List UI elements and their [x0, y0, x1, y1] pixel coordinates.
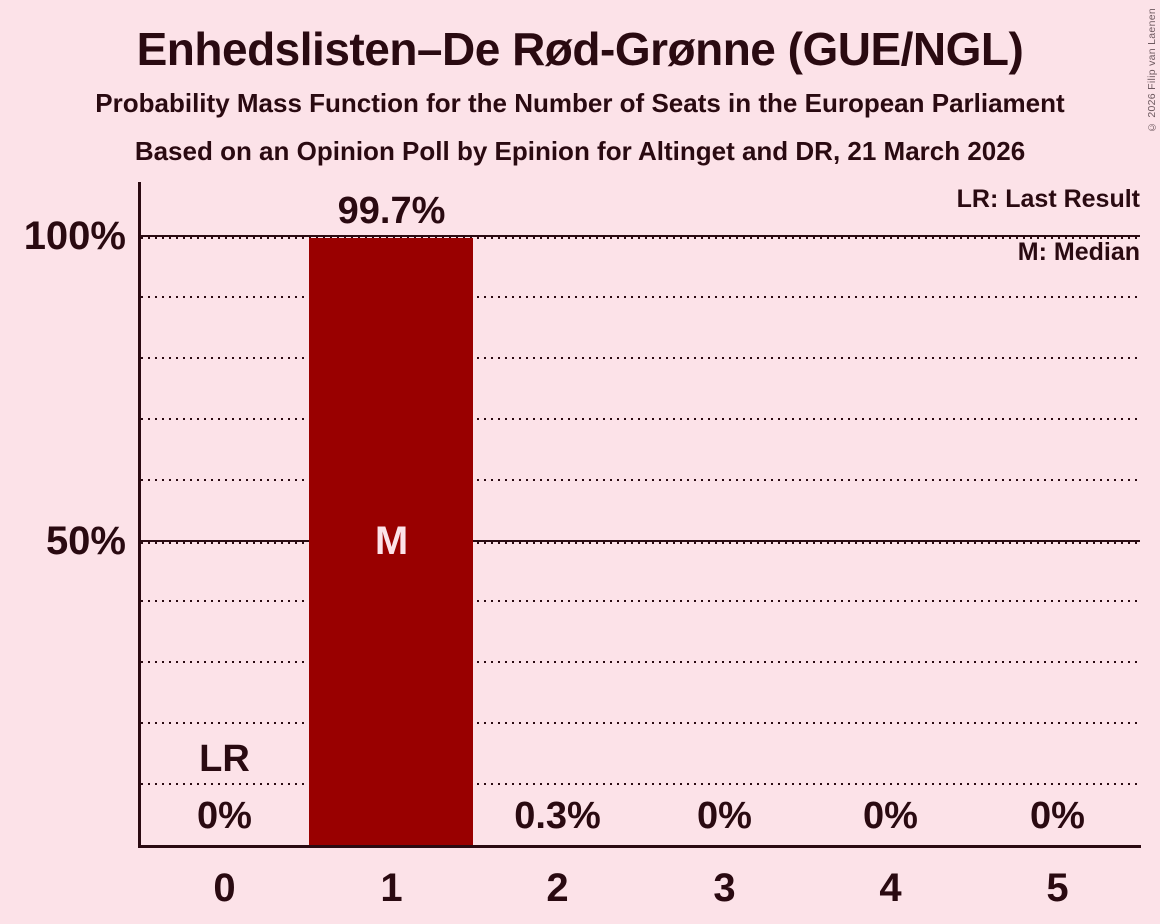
y-axis-label-50: 50%	[45, 518, 126, 563]
gridline-20	[141, 722, 1140, 725]
gridline-60	[141, 478, 1140, 481]
value-label-seats-0: 0%	[197, 795, 252, 837]
legend-median: M: Median	[1017, 238, 1140, 266]
y-axis-label-100: 100%	[23, 214, 126, 258]
x-axis-label-1: 1	[380, 866, 403, 910]
x-axis-line	[138, 845, 1141, 848]
gridline-10	[141, 783, 1140, 786]
gridline-100	[141, 235, 1140, 237]
bar-seats-1	[309, 238, 473, 845]
x-axis-label-5: 5	[1046, 866, 1069, 910]
chart-source-line: Based on an Opinion Poll by Epinion for …	[134, 136, 1026, 166]
gridline-90	[141, 295, 1140, 298]
gridline-50	[141, 539, 1140, 542]
gridline-80	[141, 356, 1140, 359]
copyright-notice: © 2026 Filip van Laenen	[1146, 8, 1158, 134]
x-axis-label-2: 2	[546, 866, 569, 910]
last-result-marker: LR	[199, 738, 250, 780]
value-label-seats-4: 0%	[863, 795, 918, 837]
legend-last-result: LR: Last Result	[956, 185, 1140, 213]
gridline-30	[141, 661, 1140, 664]
chart-subtitle: Probability Mass Function for the Number…	[95, 88, 1065, 118]
x-axis-label-3: 3	[713, 866, 736, 910]
plot-area	[141, 182, 1140, 845]
x-axis-label-4: 4	[879, 866, 902, 910]
y-axis-line	[138, 182, 141, 848]
value-label-seats-1: 99.7%	[337, 190, 446, 232]
gridline-40	[141, 600, 1140, 603]
value-label-seats-3: 0%	[697, 795, 752, 837]
x-axis-label-0: 0	[213, 866, 236, 910]
value-label-seats-5: 0%	[1030, 795, 1085, 837]
gridline-50-dotted-overlay	[141, 541, 1140, 544]
gridline-70	[141, 417, 1140, 420]
gridline-100-dotted-overlay	[141, 237, 1140, 239]
value-label-seats-2: 0.3%	[514, 795, 601, 837]
median-marker: M	[374, 519, 409, 563]
chart-title: Enhedslisten–De Rød-Grønne (GUE/NGL)	[136, 23, 1024, 75]
